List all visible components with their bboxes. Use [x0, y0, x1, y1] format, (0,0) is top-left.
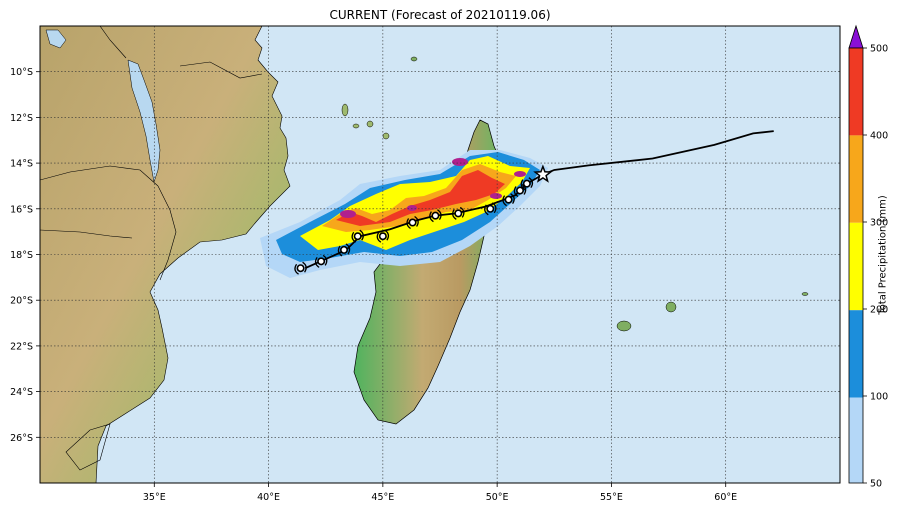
lon-tick-label: 60°E: [714, 492, 737, 503]
cyclone-markers: [294, 177, 534, 275]
colorbar-label: Total Precipitation (mm): [877, 195, 889, 315]
colorbar-tick-label: 200: [870, 305, 888, 316]
map-title: CURRENT (Forecast of 20210119.06): [329, 8, 551, 22]
cyclone-symbol: [484, 202, 497, 216]
lat-tick-label: 14°S: [10, 159, 33, 170]
colorbar-tick-labels: 50 100 200 300 400 500: [863, 44, 888, 490]
lon-tick-label: 40°E: [257, 492, 280, 503]
lat-tick-label: 20°S: [10, 296, 33, 307]
africa-mainland: [40, 26, 291, 483]
country-borders: [40, 26, 263, 471]
lat-tick-label: 16°S: [10, 204, 33, 215]
lat-tick-label: 26°S: [10, 433, 33, 444]
colorbar-band-300-400: [849, 135, 863, 223]
cyclone-symbol: [314, 254, 328, 268]
colorbar-tick-label: 500: [870, 44, 888, 55]
lat-tick-label: 10°S: [10, 67, 33, 78]
colorbar-tick-label: 50: [870, 479, 882, 490]
colorbar-band-100-200: [849, 310, 863, 398]
colorbar-band-200-300: [849, 222, 863, 311]
colorbar-band-400-500: [849, 48, 863, 136]
current-position-star: [533, 164, 553, 183]
lon-tick-labels: 35°E 40°E 45°E 50°E 55°E 60°E: [143, 483, 737, 503]
cyclone-symbol: [452, 206, 465, 220]
cyclone-symbol: [337, 243, 351, 257]
precipitation-field: [260, 150, 548, 278]
cyclone-symbol: [520, 177, 534, 191]
lon-tick-label: 45°E: [371, 492, 394, 503]
colorbar-band-50-100: [849, 397, 863, 483]
colorbar-frame: [848, 47, 864, 484]
colorbar-extend-arrow: [848, 24, 864, 49]
cyclone-symbol: [513, 183, 527, 198]
cyclone-symbol: [502, 193, 515, 207]
cyclone-symbol: [429, 209, 442, 223]
lat-tick-label: 22°S: [10, 341, 33, 352]
lat-tick-label: 24°S: [10, 387, 33, 398]
lat-tick-label: 18°S: [10, 250, 33, 261]
cyclone-symbol: [376, 229, 390, 243]
lake-malawi: [127, 59, 161, 183]
lon-tick-label: 35°E: [143, 492, 166, 503]
colorbar: 50 100 200 300 400 500: [848, 24, 888, 490]
cyclone-symbol: [406, 215, 419, 230]
cyclone-symbol: [294, 261, 307, 275]
lake-tanganyika: [45, 29, 67, 49]
cyclone-symbol: [351, 229, 364, 243]
colorbar-tick-label: 300: [870, 218, 888, 229]
gridlines: [40, 26, 840, 483]
lon-tick-label: 50°E: [486, 492, 509, 503]
lon-tick-label: 55°E: [600, 492, 623, 503]
colorbar-tick-label: 400: [870, 131, 888, 142]
colorbar-tick-label: 100: [870, 392, 888, 403]
lat-tick-labels: 10°S 12°S 14°S 16°S 18°S 20°S 22°S 24°S 26°S: [10, 67, 40, 444]
small-islands: [410, 56, 809, 332]
lat-tick-label: 12°S: [10, 113, 33, 124]
